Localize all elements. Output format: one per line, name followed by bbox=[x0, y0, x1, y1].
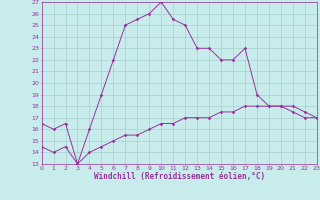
X-axis label: Windchill (Refroidissement éolien,°C): Windchill (Refroidissement éolien,°C) bbox=[94, 172, 265, 181]
